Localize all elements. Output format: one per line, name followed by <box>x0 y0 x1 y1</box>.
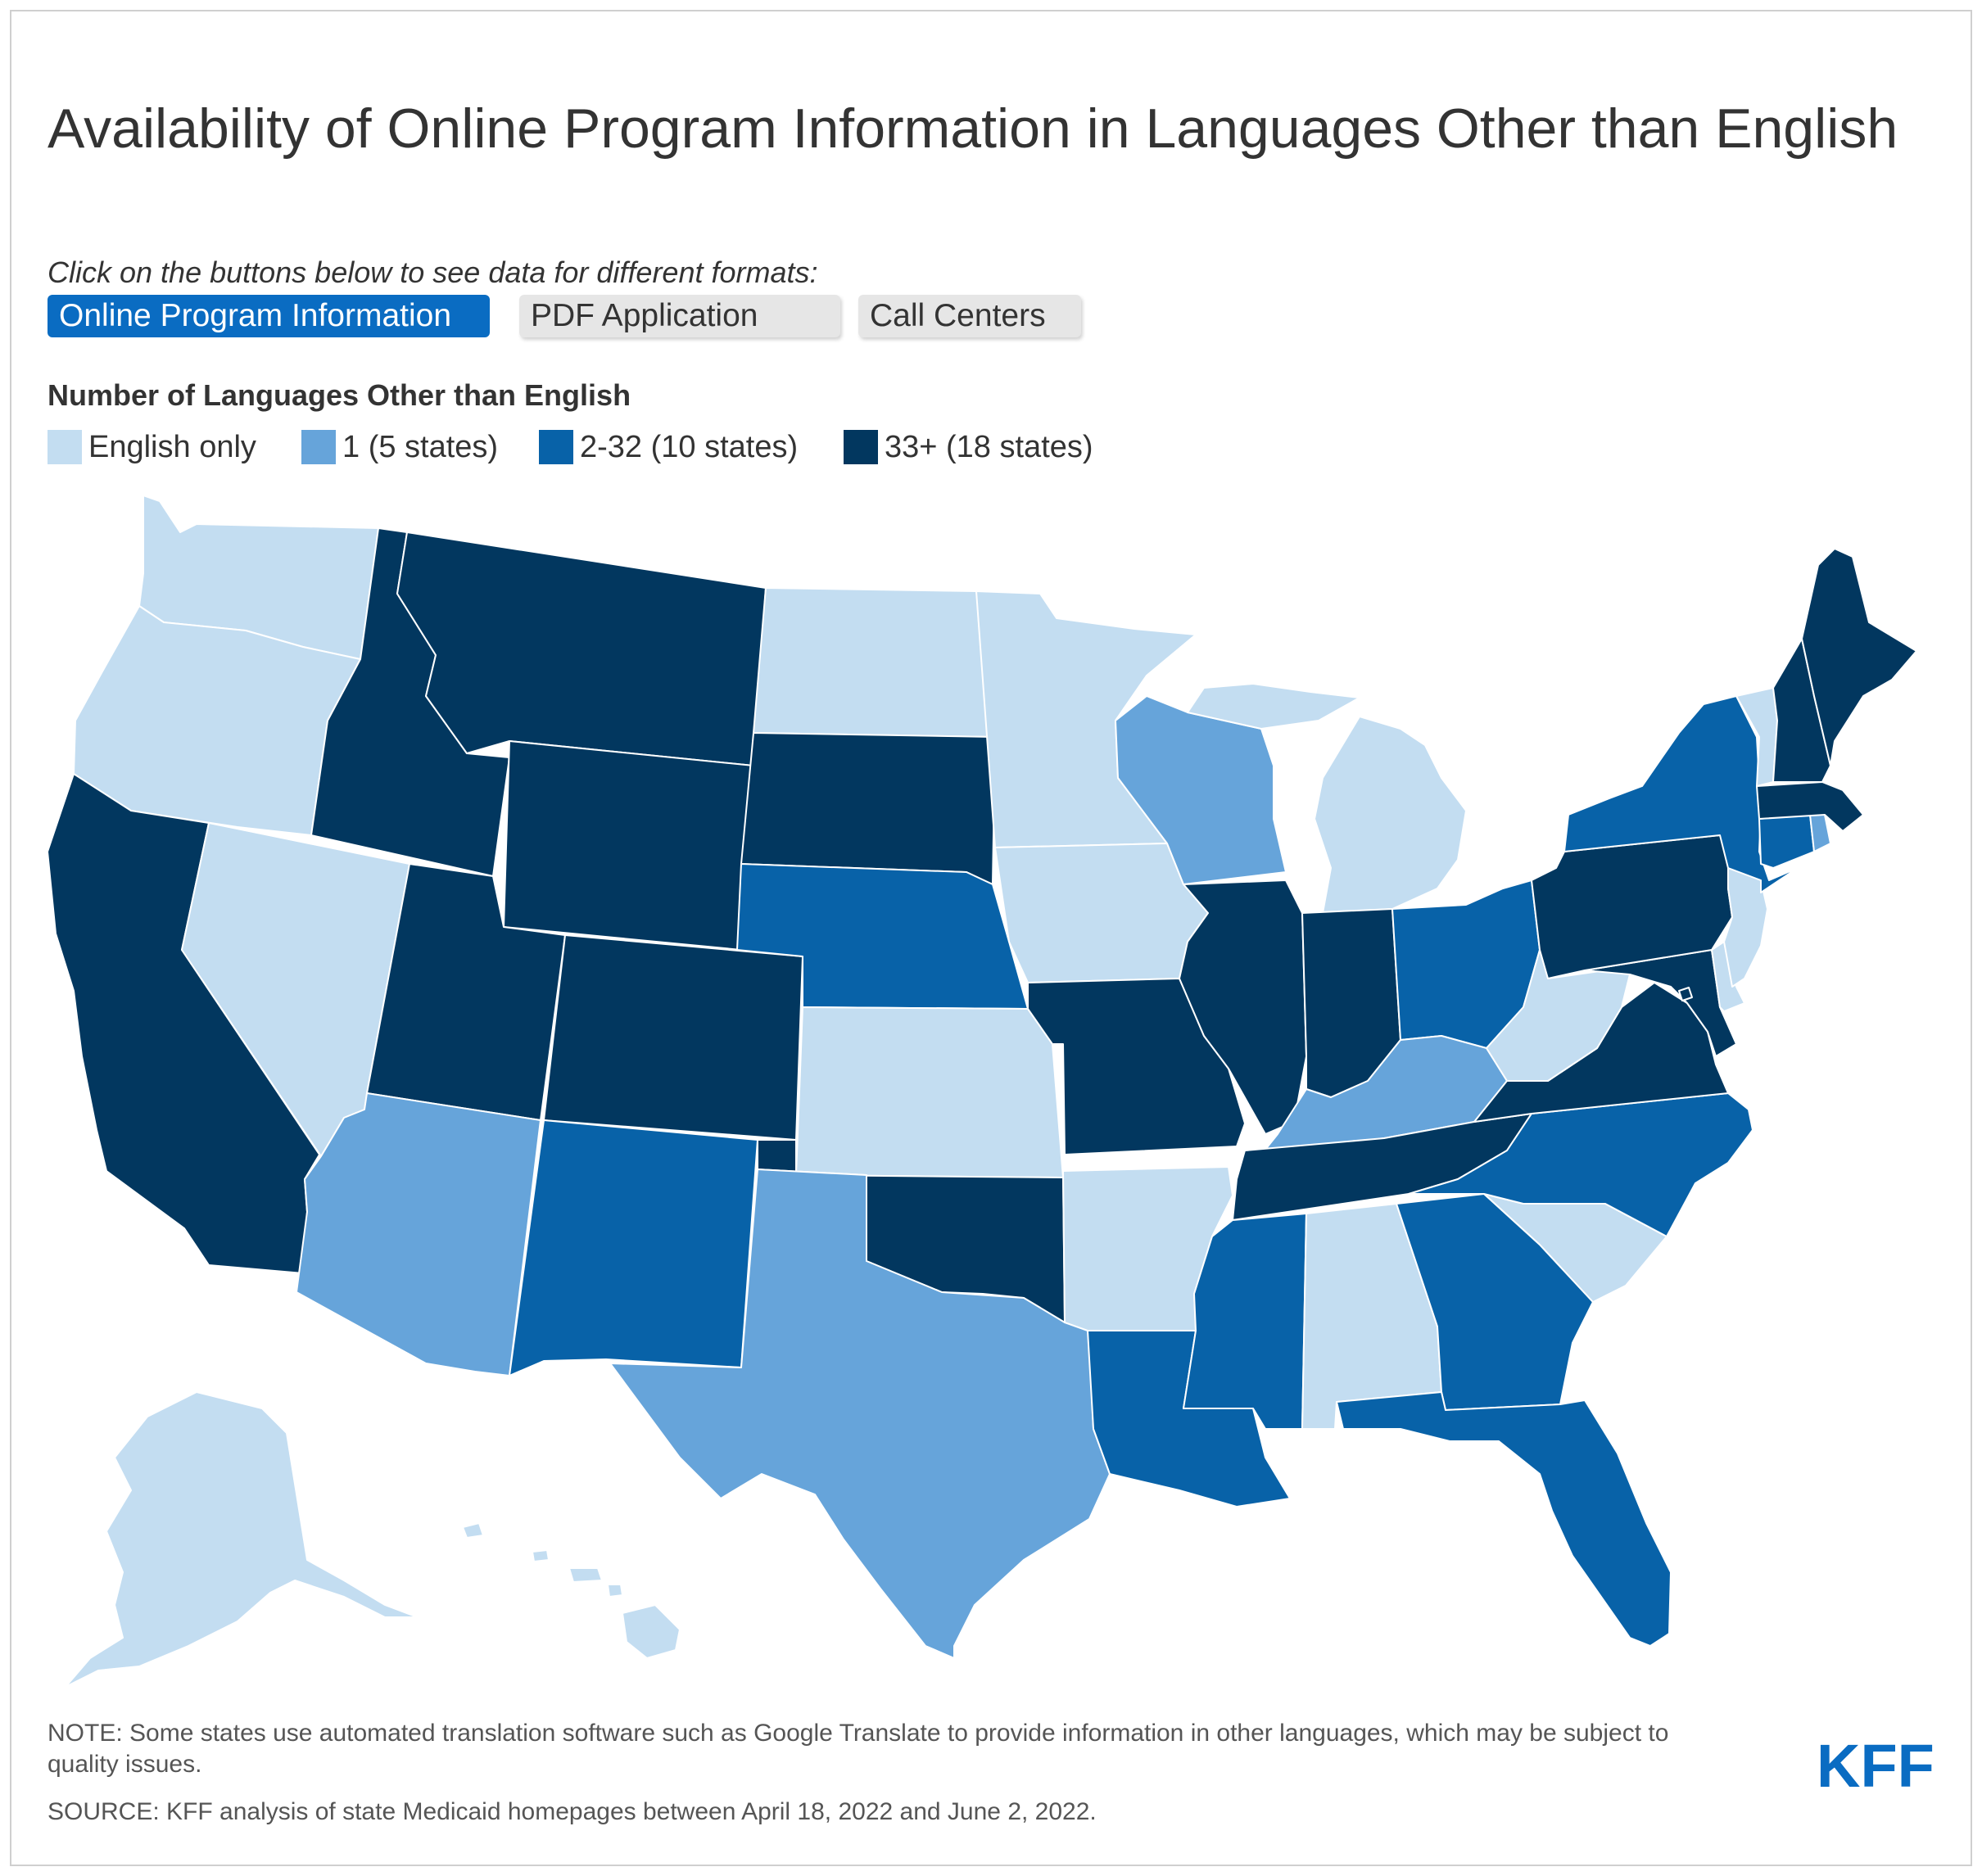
legend-swatch-33-plus-languages <box>844 430 878 464</box>
state-massachusetts[interactable] <box>1756 781 1864 832</box>
source-text: SOURCE: KFF analysis of state Medicaid h… <box>48 1798 1097 1825</box>
note-text: NOTE: Some states use automated translat… <box>48 1720 1669 1778</box>
legend-item-2-32-languages[interactable]: 2-32 (10 states) <box>539 427 798 467</box>
legend-label-english-only: English only <box>88 429 256 464</box>
state-wyoming[interactable] <box>503 740 754 951</box>
legend-swatch-one-language <box>301 430 336 464</box>
state-connecticut[interactable] <box>1758 814 1815 869</box>
state-hawaii[interactable] <box>462 1522 681 1659</box>
legend-item-one-language[interactable]: 1 (5 states) <box>301 427 498 467</box>
state-colorado[interactable] <box>543 934 803 1141</box>
legend-label-one-language: 1 (5 states) <box>342 429 499 464</box>
legend-swatch-2-32-languages <box>539 430 573 464</box>
state-kansas[interactable] <box>795 1006 1064 1178</box>
legend-item-33-plus-languages[interactable]: 33+ (18 states) <box>844 427 1093 467</box>
chart-title: Availability of Online Program Informati… <box>48 97 1898 160</box>
state-wisconsin[interactable] <box>1115 695 1287 885</box>
legend-label-33-plus-languages: 33+ (18 states) <box>885 429 1093 464</box>
state-alaska[interactable] <box>65 1391 419 1688</box>
legend-title: Number of Languages Other than English <box>48 378 631 412</box>
legend-label-2-32-languages: 2-32 (10 states) <box>580 429 799 464</box>
state-arizona[interactable] <box>296 1092 541 1376</box>
legend-swatch-english-only <box>48 430 82 464</box>
online-program-information-button[interactable]: Online Program Information <box>48 295 490 337</box>
kff-logo-text: KFF <box>1817 1736 1934 1795</box>
state-florida[interactable] <box>1336 1391 1672 1647</box>
state-maine[interactable] <box>1801 548 1917 766</box>
state-illinois[interactable] <box>1179 879 1307 1135</box>
state-north-dakota[interactable] <box>753 587 996 738</box>
legend-item-english-only[interactable]: English only <box>48 427 256 467</box>
call-centers-button[interactable]: Call Centers <box>858 295 1081 337</box>
state-michigan[interactable] <box>1187 683 1467 914</box>
state-new-mexico[interactable] <box>509 1119 758 1376</box>
state-rhode-island[interactable] <box>1809 814 1831 852</box>
state-texas[interactable] <box>609 1169 1111 1659</box>
chart-frame <box>10 10 1972 1866</box>
state-district-of-columbia[interactable] <box>1678 987 1693 1001</box>
state-montana[interactable] <box>396 531 767 766</box>
state-new-jersey[interactable] <box>1723 867 1768 988</box>
chart-subtitle: Click on the buttons below to see data f… <box>48 255 818 289</box>
state-south-dakota[interactable] <box>740 732 996 885</box>
pdf-application-button[interactable]: PDF Application <box>519 295 840 337</box>
kff-logo: KFF <box>1817 1736 1934 1795</box>
